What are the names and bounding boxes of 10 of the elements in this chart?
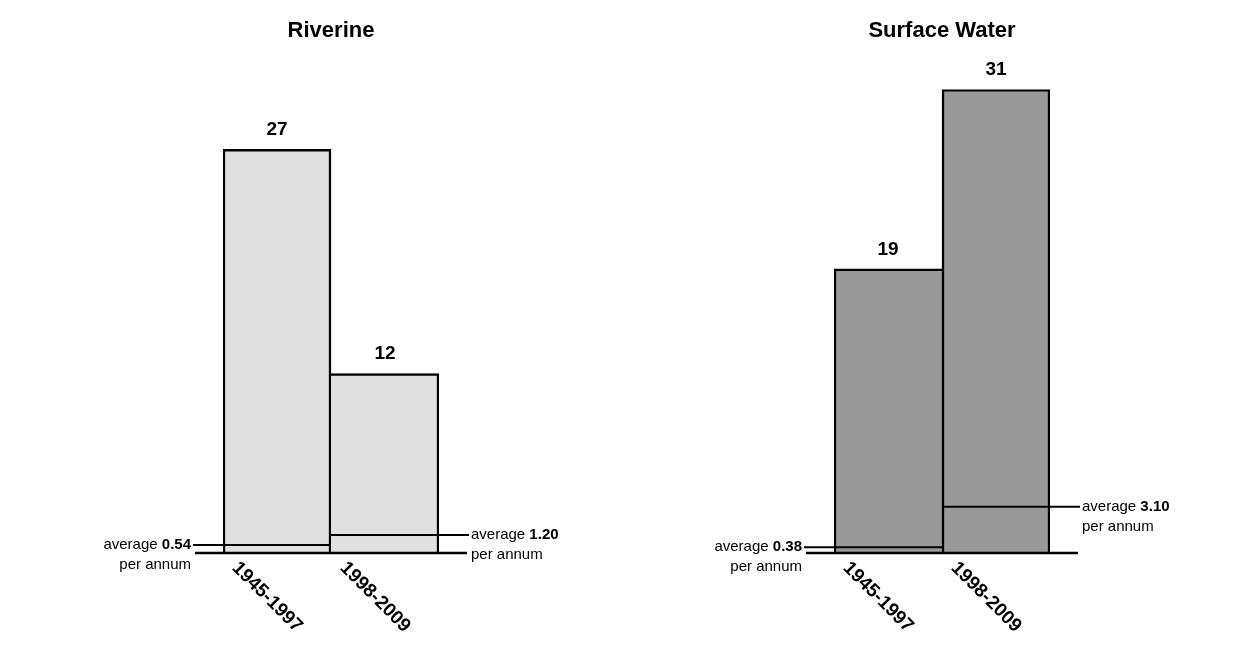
data-label: 27 (266, 117, 288, 139)
data-label: 12 (374, 342, 396, 364)
data-label: 19 (877, 237, 899, 259)
ref-line-label: average 0.54 per annum (103, 535, 192, 573)
chart-title: Surface Water (868, 17, 1016, 43)
ref-line-label: average 3.10 per annum (1082, 496, 1170, 534)
ref-line-label: average 1.20 per annum (471, 525, 559, 563)
chart-title: Riverine (287, 17, 375, 43)
data-label: 31 (985, 58, 1007, 80)
ref-line-label: average 0.38 per annum (714, 537, 803, 575)
